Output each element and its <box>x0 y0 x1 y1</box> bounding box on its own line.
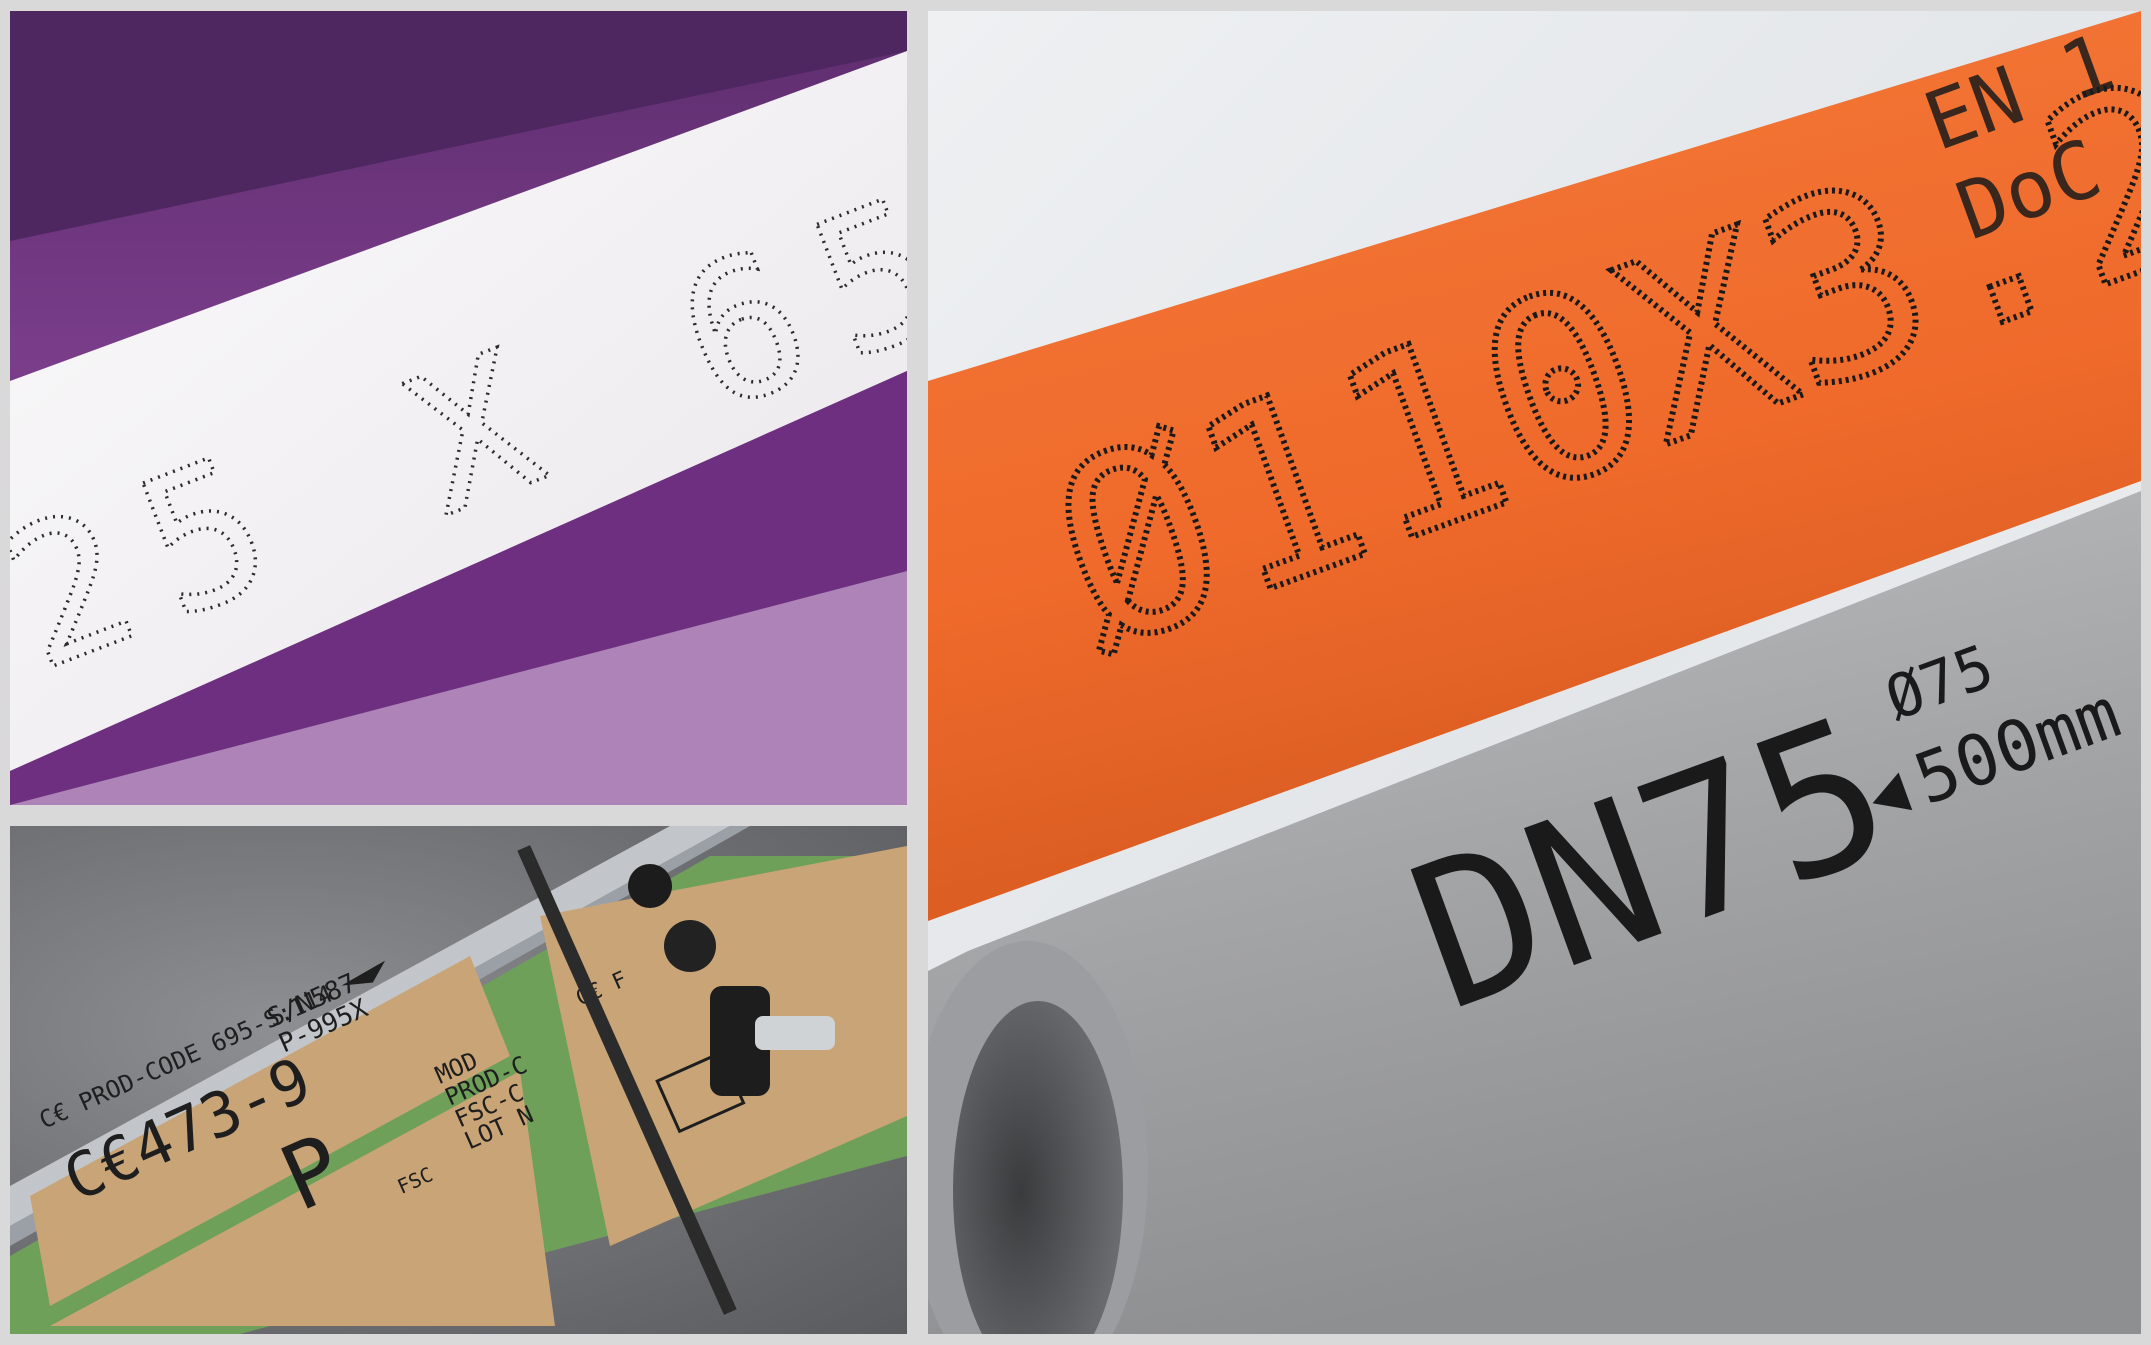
orange-pipe <box>928 11 2141 921</box>
box-marking-scene: 25 X 650G <box>10 11 907 805</box>
box-marking-photo: 25 X 650G <box>10 11 907 805</box>
grey-pipe-opening <box>953 1001 1123 1334</box>
pipe-marking-scene: Ø110X3.2 EN 1 DoC DN75 Ø75 500mm 1 <box>928 11 2141 1334</box>
printhead-icon <box>710 986 770 1096</box>
printhead-assembly <box>517 845 835 1315</box>
carton-marking-photo: C€ PROD-CODE 695-S:114 C€473-9 S/N587 P-… <box>10 826 907 1334</box>
grey-pipe <box>928 491 2141 1334</box>
arrow-left-icon <box>1872 772 1913 811</box>
box-top-purple <box>10 11 907 241</box>
box-white-strip <box>10 51 907 771</box>
pipe-marking-photo: Ø110X3.2 EN 1 DoC DN75 Ø75 500mm 1 <box>928 11 2141 1334</box>
carton-marking-scene: C€ PROD-CODE 695-S:114 C€473-9 S/N587 P-… <box>10 826 907 1334</box>
carton-panel-left <box>50 1071 555 1326</box>
